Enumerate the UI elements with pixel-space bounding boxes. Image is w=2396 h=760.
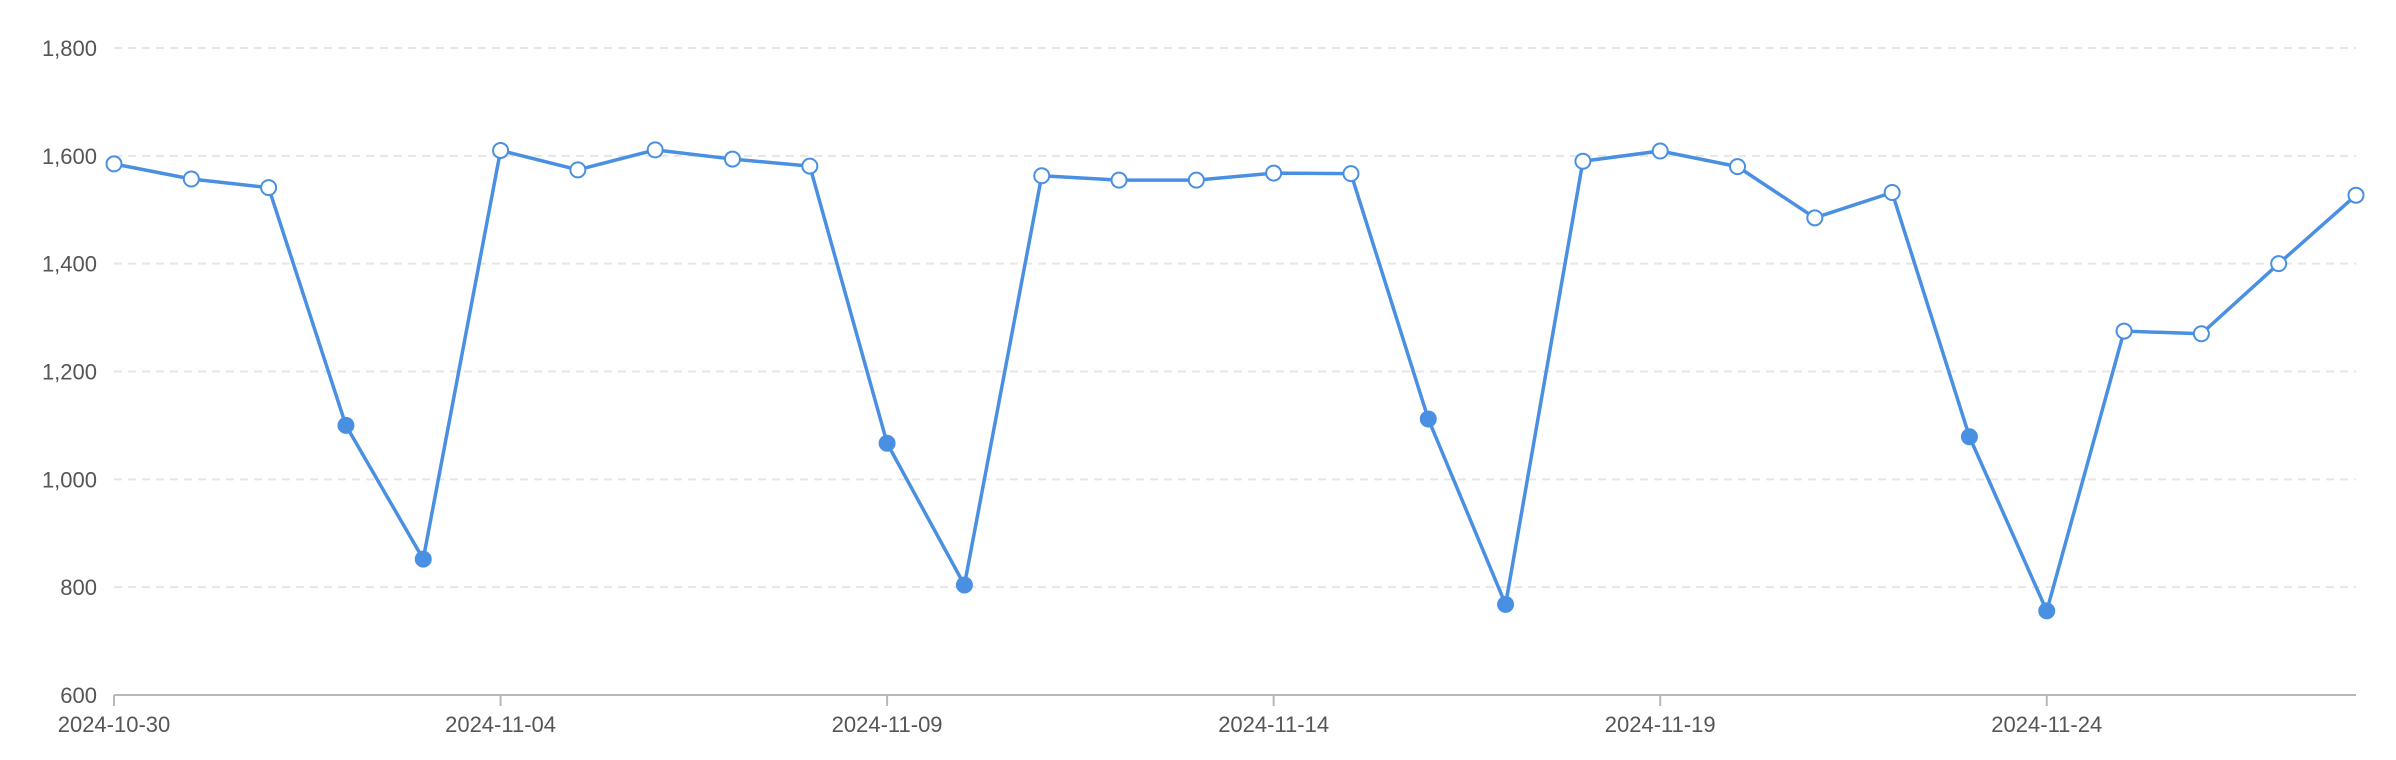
data-point [414,550,432,568]
data-point [1187,171,1205,189]
data-point [1729,158,1747,176]
x-tick-label: 2024-11-14 [1218,712,1329,737]
y-tick-label: 1,400 [42,252,97,277]
data-point [569,161,587,179]
y-tick-label: 1,800 [42,36,97,61]
data-point [1033,167,1051,185]
data-point [1883,183,1901,201]
data-line [113,148,2358,613]
x-axis: 2024-10-30 2024-11-04 2024-11-09 2024-11-14… [58,694,2356,737]
data-point [723,150,741,168]
data-point [1110,171,1128,189]
data-point [801,157,819,175]
series-line [113,148,2358,613]
data-point [2115,322,2133,340]
data-point [182,170,200,188]
data-point [1419,410,1437,428]
y-tick-label: 1,000 [42,467,97,492]
grid-lines [114,47,2356,589]
data-point [878,434,896,452]
data-point [1265,164,1283,182]
y-tick-label: 800 [60,575,97,600]
y-tick-label: 600 [60,683,97,708]
data-point [646,141,664,159]
data-point [1342,165,1360,183]
data-point [337,416,355,434]
x-tick-label: 2024-11-19 [1605,712,1716,737]
data-point [2347,186,2365,204]
x-tick-label: 2024-11-09 [832,712,943,737]
data-point [955,576,973,594]
x-tick-label: 2024-11-24 [1991,712,2102,737]
data-points [105,141,2365,620]
y-tick-label: 1,200 [42,360,97,385]
data-point [1960,428,1978,446]
data-point [1497,595,1515,613]
y-axis: 600 800 1,000 1,200 1,400 1,600 1,800 [42,36,97,708]
data-point [1574,152,1592,170]
x-tick-label: 2024-10-30 [58,712,171,737]
data-point [492,141,510,159]
data-point [1806,209,1824,227]
y-tick-label: 1,600 [42,144,97,169]
data-point [2038,602,2056,620]
data-point [260,179,278,197]
x-tick-label: 2024-11-04 [445,712,556,737]
data-point [2270,255,2288,273]
data-point [2192,325,2210,343]
data-point [105,155,123,173]
data-point [1651,142,1669,160]
